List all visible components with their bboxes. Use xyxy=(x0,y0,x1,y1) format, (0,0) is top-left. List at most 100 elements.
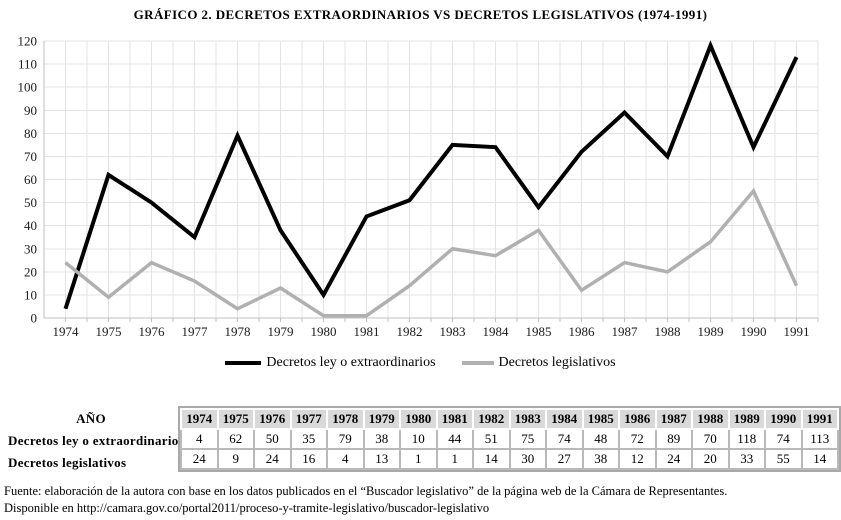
series-legislativos-swatch xyxy=(461,361,494,365)
year-header-cell: 1991 xyxy=(800,408,839,430)
value-cell: 38 xyxy=(362,428,401,450)
value-cell: 16 xyxy=(289,448,328,470)
table-row: 4 62 50 35 79 38 10 44 51 75 74 48 72 89 70 118 74 113 xyxy=(180,428,839,450)
y-axis-label: 40 xyxy=(24,218,37,233)
y-axis-label: 80 xyxy=(24,126,37,141)
x-axis-label: 1978 xyxy=(225,324,251,339)
table-body: 4 62 50 35 79 38 10 44 51 75 74 48 72 89 70 118 74 113 24 9… xyxy=(180,428,839,470)
value-cell: 24 xyxy=(253,448,292,470)
x-axis-label: 1974 xyxy=(53,324,80,339)
line-chart: 0 10 20 30 40 50 60 70 80 90 100 110 120 1974 1975 1976… xyxy=(18,34,819,339)
value-cell: 113 xyxy=(800,428,839,450)
value-cell: 38 xyxy=(581,448,620,470)
value-cell: 62 xyxy=(216,428,255,450)
table-label-column: AÑO Decretos ley o extraordinarios Decre… xyxy=(4,406,184,474)
x-axis-label: 1976 xyxy=(139,324,166,339)
y-axis-label: 100 xyxy=(18,80,38,95)
x-axis-label: 1984 xyxy=(483,324,510,339)
x-axis-label: 1985 xyxy=(526,324,552,339)
x-axis-label: 1990 xyxy=(741,324,767,339)
source-url: Disponible en http://camara.gov.co/porta… xyxy=(4,501,490,515)
table-row-label-legislativos: Decretos legislativos xyxy=(8,455,127,470)
y-axis-label: 110 xyxy=(18,57,37,72)
value-cell: 4 xyxy=(326,448,365,470)
year-header-cell: 1985 xyxy=(581,408,620,430)
year-header-cell: 1980 xyxy=(399,408,438,430)
year-header-cell: 1975 xyxy=(216,408,255,430)
legend-label-extraordinarios: Decretos ley o extraordinarios xyxy=(266,355,436,370)
x-axis-label: 1980 xyxy=(311,324,337,339)
year-header-cell: 1987 xyxy=(654,408,693,430)
year-header-cell: 1977 xyxy=(289,408,328,430)
data-table: AÑO Decretos ley o extraordinarios Decre… xyxy=(4,406,841,474)
year-header-cell: 1983 xyxy=(508,408,547,430)
value-cell: 75 xyxy=(508,428,547,450)
value-cell: 4 xyxy=(180,428,219,450)
series-extraordinarios-swatch xyxy=(225,361,262,365)
chart-title: GRÁFICO 2. DECRETOS EXTRAORDINARIOS VS D… xyxy=(133,7,708,22)
value-cell: 70 xyxy=(691,428,730,450)
legend-item-extraordinarios: Decretos ley o extraordinarios xyxy=(225,355,436,371)
x-axis-label: 1988 xyxy=(655,324,681,339)
value-cell: 14 xyxy=(800,448,839,470)
x-axis-label: 1975 xyxy=(96,324,122,339)
value-cell: 1 xyxy=(435,448,474,470)
value-cell: 24 xyxy=(180,448,219,470)
y-axis-label: 90 xyxy=(24,103,37,118)
year-header-cell: 1974 xyxy=(180,408,219,430)
year-header-cell: 1979 xyxy=(362,408,401,430)
legend-item-legislativos: Decretos legislativos xyxy=(461,355,616,371)
value-cell: 44 xyxy=(435,428,474,450)
value-cell: 27 xyxy=(545,448,584,470)
year-header-cell: 1990 xyxy=(764,408,803,430)
y-axis-label: 10 xyxy=(24,287,37,302)
value-cell: 89 xyxy=(654,428,693,450)
year-header-cell: 1978 xyxy=(326,408,365,430)
value-cell: 51 xyxy=(472,428,511,450)
value-cell: 12 xyxy=(618,448,657,470)
x-axis-label: 1982 xyxy=(397,324,423,339)
y-axis-label: 50 xyxy=(24,195,37,210)
year-header-cell: 1984 xyxy=(545,408,584,430)
table-corner-label: AÑO xyxy=(76,411,106,426)
table-header-row: 1974 1975 1976 1977 1978 1979 1980 1981 1982 1983… xyxy=(180,408,839,430)
value-cell: 55 xyxy=(764,448,803,470)
legend: Decretos ley o extraordinarios Decretos … xyxy=(0,355,841,371)
y-axis-label: 0 xyxy=(31,311,38,326)
value-cell: 10 xyxy=(399,428,438,450)
value-cell: 24 xyxy=(654,448,693,470)
y-axis-label: 30 xyxy=(24,241,37,256)
x-axis-label: 1987 xyxy=(612,324,639,339)
value-cell: 74 xyxy=(545,428,584,450)
y-axis-label: 70 xyxy=(24,149,37,164)
value-cell: 118 xyxy=(727,428,766,450)
value-cell: 50 xyxy=(253,428,292,450)
year-header-cell: 1981 xyxy=(435,408,474,430)
table-row: 24 9 24 16 4 13 1 1 14 30 27 38 12 24 20 33 55 14 xyxy=(180,448,839,470)
value-cell: 20 xyxy=(691,448,730,470)
year-header-cell: 1976 xyxy=(253,408,292,430)
table-row-label-extraordinarios: Decretos ley o extraordinarios xyxy=(8,433,184,448)
series-line-legislativos xyxy=(64,187,799,318)
x-axis-label: 1981 xyxy=(354,324,380,339)
value-cell: 13 xyxy=(362,448,401,470)
value-cell: 35 xyxy=(289,428,328,450)
year-header-cell: 1989 xyxy=(727,408,766,430)
x-axis-label: 1991 xyxy=(784,324,810,339)
value-cell: 33 xyxy=(727,448,766,470)
value-cell: 79 xyxy=(326,428,365,450)
legend-label-legislativos: Decretos legislativos xyxy=(498,355,616,370)
year-header-cell: 1988 xyxy=(691,408,730,430)
value-cell: 48 xyxy=(581,428,620,450)
value-cell: 9 xyxy=(216,448,255,470)
x-axis-label: 1989 xyxy=(698,324,724,339)
y-axis-label: 20 xyxy=(24,264,37,279)
value-cell: 1 xyxy=(399,448,438,470)
series-line-extraordinarios xyxy=(63,40,799,310)
y-axis-label: 120 xyxy=(18,34,38,49)
x-axis-label: 1986 xyxy=(569,324,596,339)
source-line: Fuente: elaboración de la autora con bas… xyxy=(4,484,728,498)
value-cell: 72 xyxy=(618,428,657,450)
value-cell: 14 xyxy=(472,448,511,470)
